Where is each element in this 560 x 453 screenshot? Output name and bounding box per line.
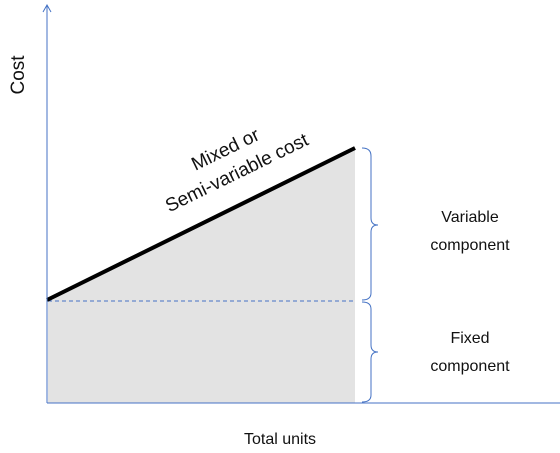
variable-brace <box>361 147 379 301</box>
component-label: Variable <box>441 209 499 226</box>
fixed-brace <box>361 301 379 403</box>
mixed-cost-line <box>46 146 356 302</box>
component-label: Fixed <box>450 330 489 347</box>
y-axis-arrow <box>42 3 52 13</box>
x-axis-label: Total units <box>244 431 316 448</box>
y-axis-label: Cost <box>8 55 29 95</box>
component-label: component <box>430 358 510 375</box>
cost-area <box>48 148 355 403</box>
component-label: component <box>430 237 510 254</box>
